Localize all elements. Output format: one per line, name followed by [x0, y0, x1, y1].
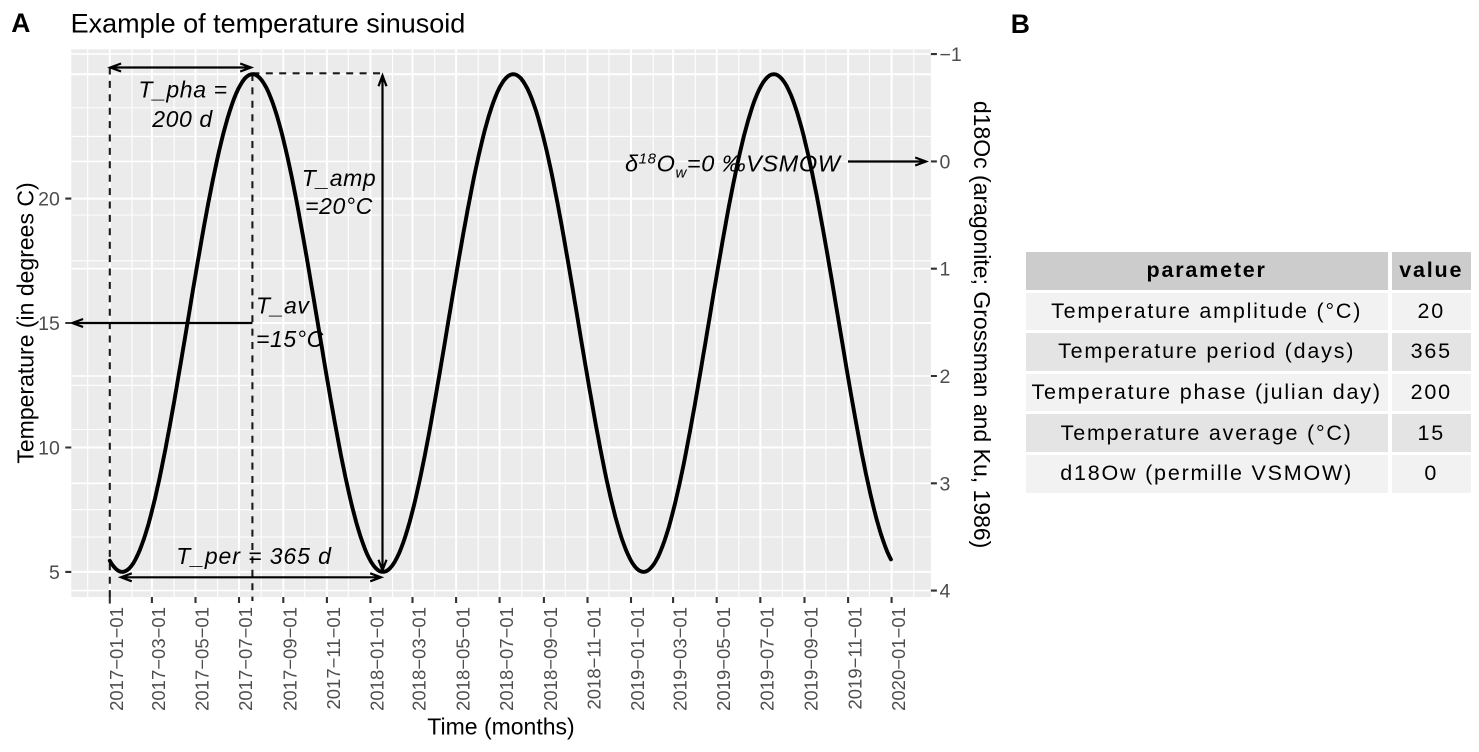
svg-text:T_amp: T_amp	[302, 165, 377, 191]
svg-text:−1: −1	[940, 44, 962, 66]
svg-text:5: 5	[49, 562, 60, 584]
svg-text:δ18Ow=0 ‰VSMOW: δ18Ow=0 ‰VSMOW	[625, 150, 843, 181]
svg-text:=20°C: =20°C	[305, 193, 373, 219]
svg-text:3: 3	[940, 473, 951, 495]
svg-text:2017−05−01: 2017−05−01	[192, 607, 213, 711]
svg-text:A: A	[11, 8, 30, 38]
svg-text:2018−09−01: 2018−09−01	[540, 607, 561, 711]
svg-text:2019−07−01: 2019−07−01	[757, 607, 778, 711]
svg-text:2019−09−01: 2019−09−01	[801, 607, 822, 711]
svg-text:2017−01−01: 2017−01−01	[106, 607, 127, 711]
svg-text:2019−05−01: 2019−05−01	[713, 607, 734, 711]
svg-text:10: 10	[38, 438, 60, 460]
svg-text:2018−07−01: 2018−07−01	[496, 607, 517, 711]
svg-text:15: 15	[38, 313, 60, 335]
svg-text:1: 1	[940, 259, 951, 281]
svg-text:2018−01−01: 2018−01−01	[367, 607, 388, 711]
svg-text:2018−03−01: 2018−03−01	[409, 607, 430, 711]
svg-text:2: 2	[940, 366, 951, 388]
svg-text:4: 4	[940, 581, 951, 603]
svg-text:0: 0	[940, 151, 951, 173]
svg-text:2019−11−01: 2019−11−01	[844, 607, 865, 710]
svg-text:Time (months): Time (months)	[427, 714, 574, 740]
svg-text:Example of temperature sinusoi: Example of temperature sinusoid	[71, 9, 466, 39]
svg-text:20: 20	[38, 189, 60, 211]
svg-text:2019−03−01: 2019−03−01	[669, 607, 690, 711]
svg-text:=15°C: =15°C	[256, 326, 324, 352]
svg-text:2017−03−01: 2017−03−01	[148, 607, 169, 711]
svg-text:2020−01−01: 2020−01−01	[888, 607, 909, 711]
svg-text:T_per = 365 d: T_per = 365 d	[176, 543, 332, 569]
svg-text:2019−01−01: 2019−01−01	[627, 607, 648, 711]
svg-text:2018−05−01: 2018−05−01	[452, 607, 473, 711]
svg-text:B: B	[1011, 9, 1030, 39]
svg-text:Temperature (in degrees C): Temperature (in degrees C)	[13, 182, 39, 463]
svg-text:2017−09−01: 2017−09−01	[280, 607, 301, 711]
svg-text:200 d: 200 d	[151, 106, 213, 132]
svg-text:2018−11−01: 2018−11−01	[584, 607, 605, 710]
svg-text:2017−07−01: 2017−07−01	[235, 607, 256, 711]
svg-text:2017−11−01: 2017−11−01	[323, 607, 344, 710]
svg-text:d18Oc (aragonite; Grossman and: d18Oc (aragonite; Grossman and Ku, 1986)	[969, 101, 995, 548]
svg-text:T_av: T_av	[256, 293, 310, 319]
svg-text:T_pha =: T_pha =	[138, 77, 227, 103]
